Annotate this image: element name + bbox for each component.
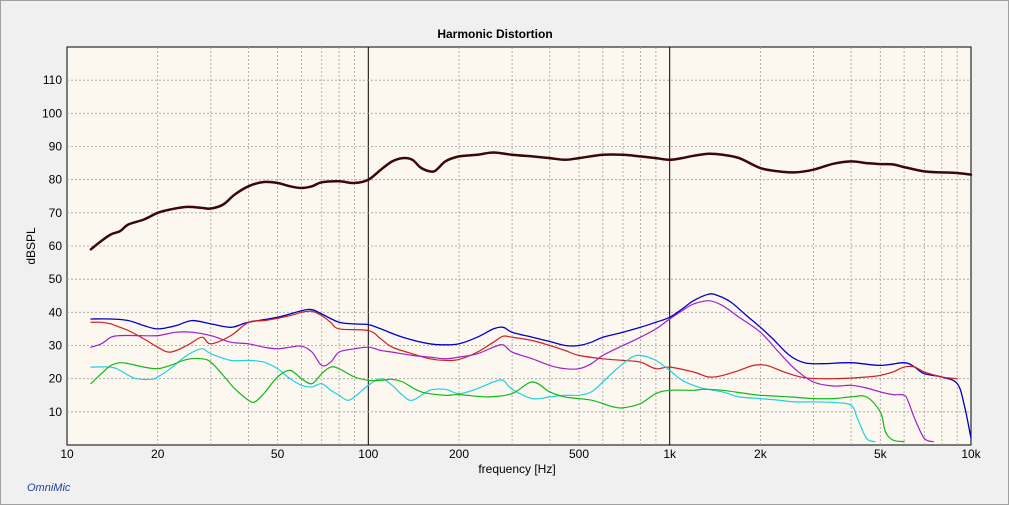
series-line: [90, 310, 958, 380]
y-tick-label: 60: [49, 239, 63, 253]
y-tick-label: 40: [49, 305, 63, 319]
series-line: [89, 151, 973, 251]
x-tick-label: 10: [60, 447, 74, 461]
y-tick-label: 80: [49, 173, 63, 187]
x-tick-label: 20: [151, 447, 165, 461]
grid-layer: [67, 47, 971, 445]
series-line: [90, 357, 905, 443]
y-tick-label: 110: [43, 73, 62, 87]
series-layer: [89, 151, 973, 443]
series-line: [90, 348, 876, 443]
x-tick-label: 50: [271, 447, 285, 461]
y-tick-label: 70: [49, 206, 63, 220]
y-axis-ticks: 10 20 30 40 50 60 70 80 90 100 110: [42, 73, 62, 419]
y-tick-label: 50: [49, 272, 63, 286]
x-tick-label: 5k: [874, 447, 888, 461]
x-tick-label: 1k: [663, 447, 677, 461]
y-tick-label: 100: [42, 106, 62, 120]
x-tick-label: 200: [449, 447, 469, 461]
y-tick-label: 20: [49, 372, 63, 386]
x-axis-label: frequency [Hz]: [478, 462, 555, 476]
chart-title: Harmonic Distortion: [437, 27, 552, 41]
x-axis-ticks: 10 20 50 100 200 500 1k 2k 5k 10k: [60, 447, 981, 461]
series-line: [90, 300, 934, 443]
y-tick-label: 10: [49, 405, 63, 419]
y-tick-label: 30: [49, 339, 63, 353]
y-tick-label: 90: [49, 140, 63, 154]
y-axis-label: dBSPL: [24, 227, 38, 265]
x-tick-label: 100: [358, 447, 378, 461]
x-tick-label: 2k: [754, 447, 768, 461]
omnimic-brand: OmniMic: [27, 482, 71, 494]
x-tick-label: 10k: [961, 447, 981, 461]
x-tick-label: 500: [569, 447, 589, 461]
